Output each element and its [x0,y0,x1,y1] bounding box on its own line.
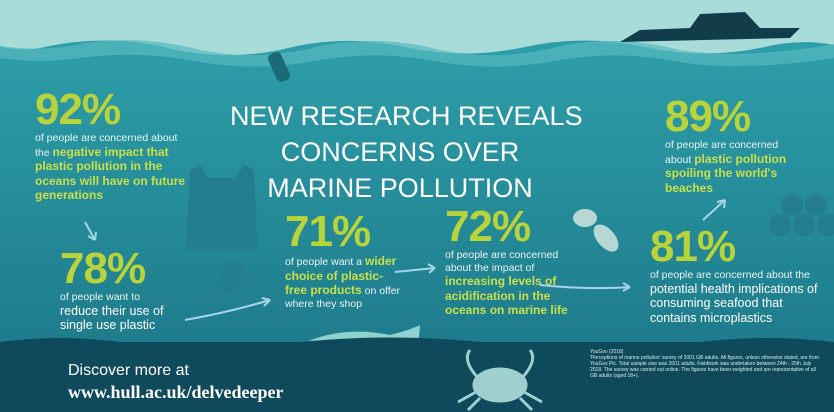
stat-lead: of people are concerned about the [650,269,810,281]
boat [620,12,800,42]
wave [0,40,834,67]
stat-highlight: potential health implications of consumi… [650,281,818,325]
stat-highlight: wider choice of plastic-free products [285,254,397,297]
stat-highlight: increasing levels of acidification in th… [445,274,568,317]
title: NEW RESEARCH REVEALS CONCERNS OVER MARIN… [230,98,583,206]
source-title: YouGov (2018) [590,349,624,355]
footer-band [0,342,834,412]
title-line: MARINE POLLUTION [267,173,533,203]
bottle [267,52,291,82]
stat-lead: of people are concerned about the impact… [445,249,559,274]
stat-value: 92% [35,85,121,134]
title-line: NEW RESEARCH REVEALS [230,101,583,131]
stat-lead: of people want a [285,256,363,268]
footer-wave [0,337,834,350]
stat: 92% of people are concerned about the neg… [35,88,190,203]
title-line: CONCERNS OVER [280,137,520,167]
crab [457,349,543,412]
stat-value: 81% [650,222,736,271]
plastic-bag [186,165,258,250]
cup [217,260,245,294]
stat: 72% of people are concerned about the imp… [445,205,575,318]
stat-lead: of people are concerned about [665,139,779,166]
stat-value: 71% [285,207,371,256]
arrows [84,199,726,321]
stat-value: 78% [60,244,146,293]
stat-highlight: reduce their use of single use plastic [60,303,164,332]
stat: 78% of people want to reduce their use of… [60,247,185,333]
shells [573,209,619,252]
stat-highlight: negative impact that plastic pollution i… [35,144,186,202]
stat-value: 89% [665,92,751,141]
stat-lead: of people want to [60,291,140,303]
url: www.hull.ac.uk/delvedeeper [68,382,284,402]
source-text: 'Perceptions of marine pollution' survey… [590,355,819,379]
discover-text: Discover more at [68,362,189,379]
stat-tail: on offer where they shop [285,285,401,310]
stat-lead: of people are concerned about the [35,132,178,159]
stat-highlight: plastic pollution spoiling the world's b… [665,151,787,195]
microplastic-circles [769,194,834,236]
stat: 89% of people are concerned about plastic… [665,95,805,195]
source: YouGov (2018) 'Perceptions of marine pol… [590,349,820,379]
stat-value: 72% [445,202,531,251]
stat: 81% of people are concerned about the pot… [650,225,825,325]
stat: 71% of people want a wider choice of plas… [285,210,405,310]
